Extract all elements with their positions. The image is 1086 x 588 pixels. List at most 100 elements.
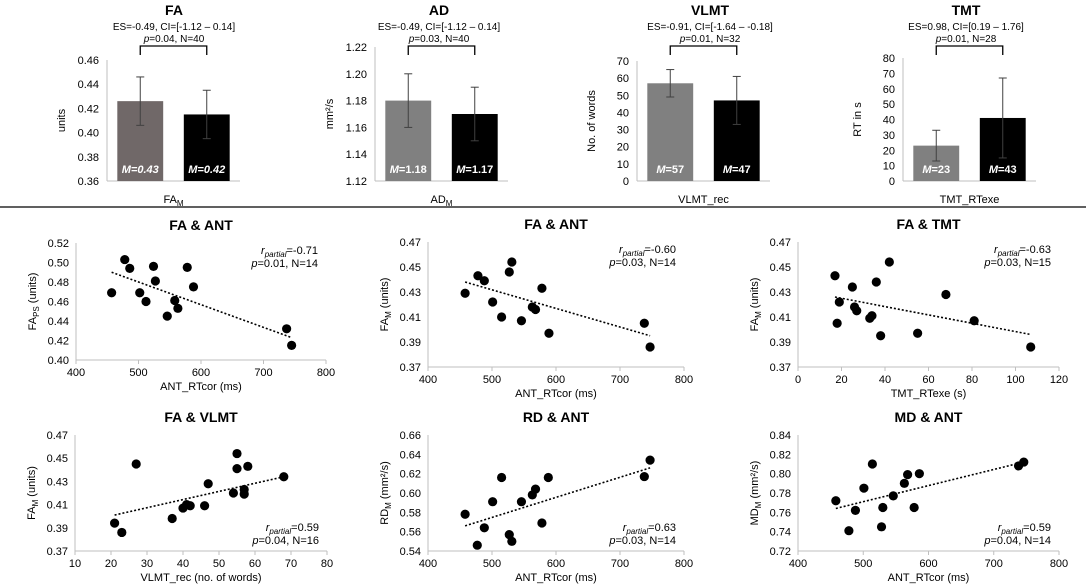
y-axis-label-part-1: M: [384, 311, 393, 318]
y-tick-label: 0.50: [48, 258, 69, 270]
y-tick-label: 30: [617, 125, 629, 137]
correlation-label-part-0: r: [998, 522, 1003, 534]
data-point: [543, 472, 553, 483]
data-point: [639, 471, 649, 482]
significance-bracket: [669, 45, 738, 55]
x-axis-label: ADM: [431, 194, 453, 208]
x-tick-label: 600: [547, 374, 565, 386]
y-tick-label: 30: [883, 130, 895, 142]
y-tick-label: 0.43: [400, 287, 421, 299]
correlation-label: rpartial=0.59: [266, 522, 319, 536]
data-point: [460, 509, 470, 519]
p-value-label-part-0: p: [250, 258, 257, 270]
data-point: [185, 501, 195, 511]
x-tick-label: 60: [922, 374, 934, 386]
data-point: [479, 523, 489, 533]
y-tick-label: 0.39: [770, 337, 791, 349]
y-tick-label: 0.37: [770, 362, 791, 374]
significance-bracket: [139, 45, 208, 55]
y-tick-label: 0.58: [400, 507, 421, 519]
p-value-label-part-0: p: [251, 535, 258, 547]
y-axis-label-part-0: FA: [379, 317, 391, 331]
data-point: [188, 282, 199, 292]
y-tick-label: 50: [617, 90, 629, 102]
y-tick-label: 0.46: [48, 297, 69, 309]
y-axis-label: RDM (mm²/s): [379, 461, 393, 525]
correlation-label: rpartial=0.59: [998, 522, 1051, 536]
y-tick-label: 0.41: [47, 500, 68, 512]
y-axis-label-part-0: MD: [749, 508, 761, 525]
y-tick-label: 0.82: [770, 449, 791, 461]
y-tick-label: 0.40: [78, 128, 99, 140]
y-axis-label-part-2: (units): [27, 273, 39, 307]
y-tick-label: 20: [883, 145, 895, 157]
y-tick-label: 0.39: [400, 337, 421, 349]
data-point: [131, 459, 141, 469]
y-tick-label: 0.80: [770, 469, 791, 481]
y-tick-label: 0.48: [48, 277, 69, 289]
bar-chart-2: AD ES=-0.49, CI=[-1.12 – 0.14]p=0.03, N=4…: [324, 2, 508, 208]
data-point: [530, 304, 541, 315]
y-axis-label-part-1: M: [754, 311, 763, 318]
p-value-label-part-1: =0.01, N=14: [257, 258, 318, 270]
correlation-label-part-2: =-0.71: [287, 245, 319, 257]
effect-size-label: ES=-0.49, CI=[-1.12 – 0.14]: [113, 22, 236, 33]
x-axis-label: VLMT_rec (no. of words): [140, 572, 261, 584]
bar-mean-label-part-1: =47: [732, 164, 751, 176]
x-tick-label: 700: [985, 558, 1003, 570]
bar-mean-label: M=0.42: [188, 164, 225, 176]
x-tick-label: 500: [483, 374, 501, 386]
data-point: [232, 448, 242, 459]
y-axis-label: mm²/s: [324, 98, 336, 129]
chart-title: FA & VLMT: [164, 409, 238, 425]
data-point: [969, 316, 979, 326]
p-value-label-part-0: p: [608, 257, 615, 269]
trend-line: [114, 475, 284, 516]
y-tick-label: 0.45: [47, 453, 68, 465]
scatter-chart-1: FA & ANT 0.40 0.42 0.44 0.46 0.48 0.50 0.52 400 5…: [27, 217, 335, 393]
trend-line: [464, 281, 651, 337]
correlation-label-part-0: r: [619, 244, 624, 256]
y-tick-label: 0.43: [770, 287, 791, 299]
bar-chart-4: TMT ES=0.98, CI=[0.19 – 1.76]p=0.01, N=28…: [852, 2, 1036, 206]
data-point: [135, 288, 145, 298]
significance-bracket: [935, 45, 1004, 55]
correlation-label: rpartial=-0.71: [261, 245, 318, 259]
x-axis-label-part-0: ANT_RTcor (ms): [515, 572, 597, 584]
y-axis-label: MDM (mm²/s): [749, 461, 763, 526]
bar-mean-label-part-0: M: [188, 164, 198, 176]
data-point: [279, 472, 289, 482]
chart-title: VLMT: [691, 2, 730, 18]
x-tick-label: 800: [675, 374, 693, 386]
bar-mean-label: M=0.43: [122, 164, 159, 176]
correlation-label-part-0: r: [623, 522, 628, 534]
y-tick-label: 1.20: [346, 69, 367, 81]
data-point: [876, 522, 887, 532]
x-tick-label: 20: [835, 374, 847, 386]
x-axis-label-part-0: ANT_RTcor (ms): [515, 388, 597, 400]
scatter-chart-6: MD & ANT 0.72 0.74 0.76 0.78 0.80 0.82 0.84 400 5…: [749, 409, 1068, 584]
p-value-label: p=0.03, N=15: [983, 257, 1051, 269]
bar-mean-label: M=43: [989, 164, 1017, 176]
chart-title: FA & TMT: [896, 216, 960, 232]
y-tick-label: 0.66: [400, 430, 421, 442]
y-tick-label: 0.43: [47, 476, 68, 488]
bar-mean-label: M=1.17: [456, 164, 493, 176]
y-axis-label-part-2: (units): [749, 278, 761, 312]
y-tick-label: 0.72: [770, 546, 791, 558]
y-axis-label: FAM (units): [379, 278, 393, 332]
y-axis-label-part-1: PS: [32, 306, 41, 317]
data-point: [228, 488, 238, 498]
x-axis-label-part-1: M: [177, 199, 184, 208]
correlation-label-part-1: partial: [997, 249, 1020, 258]
data-point: [871, 277, 881, 287]
x-tick-label: 40: [177, 558, 189, 570]
data-point: [834, 297, 844, 307]
bar-mean-label: M=23: [922, 164, 950, 176]
bar-mean-label-part-0: M: [390, 164, 400, 176]
x-tick-label: 700: [611, 374, 629, 386]
bar-mean-label-part-0: M: [723, 164, 733, 176]
chart-title: MD & ANT: [895, 409, 963, 425]
y-tick-label: 0.76: [770, 507, 791, 519]
y-tick-label: 70: [883, 68, 895, 80]
